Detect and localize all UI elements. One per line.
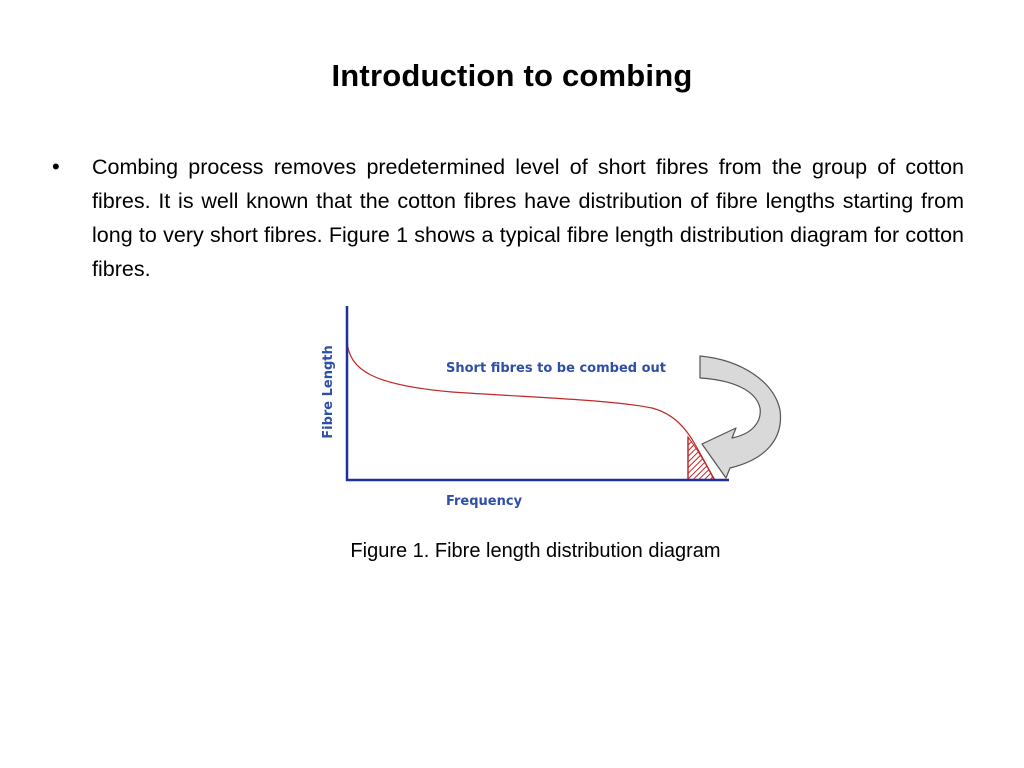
figure-caption: Figure 1. Fibre length distribution diag… [350,540,721,562]
bullet-marker: • [52,154,60,179]
x-axis-label: Frequency [446,494,523,509]
fibre-length-diagram: Short fibres to be combed out Frequency … [321,306,782,509]
fibre-length-figure: Short fibres to be combed out Frequency … [312,300,792,520]
annotation-label: Short fibres to be combed out [446,361,666,376]
slide-title: Introduction to combing [331,58,693,93]
callout-arrow-icon [699,355,782,479]
bullet-list: • Combing process removes predetermined … [52,150,964,286]
distribution-curve [346,341,716,481]
y-axis-label: Fibre Length [321,345,336,439]
bullet-text: Combing process removes predetermined le… [92,155,964,281]
bullet-item: • Combing process removes predetermined … [52,150,964,286]
